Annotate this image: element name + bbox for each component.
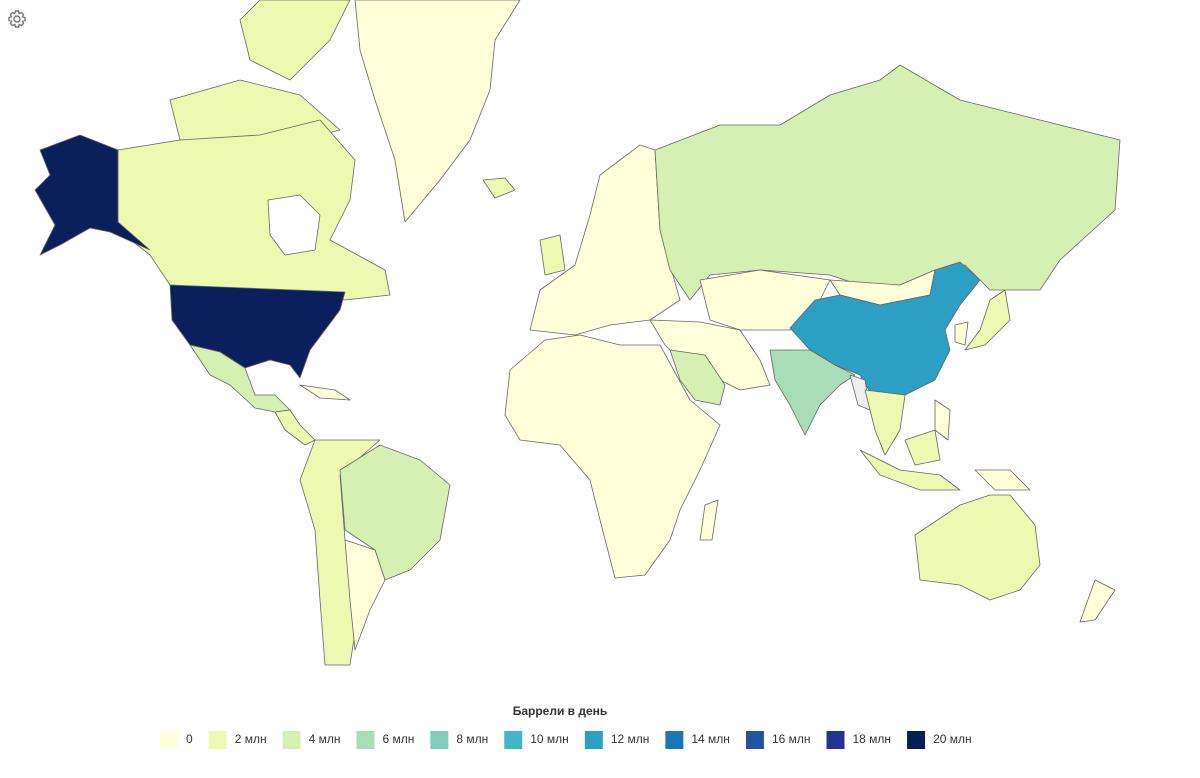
- africa: [504, 334, 721, 579]
- legend-label: 10 млн: [530, 732, 569, 746]
- india: [769, 349, 856, 436]
- brazil: [339, 444, 451, 581]
- borneo: [904, 429, 941, 466]
- saudi-arabia: [669, 349, 726, 406]
- australia: [914, 494, 1041, 601]
- legend-swatch: [584, 731, 603, 749]
- korea: [954, 321, 969, 346]
- indonesia: [859, 449, 961, 491]
- legend-label: 20 млн: [933, 732, 972, 746]
- legend-label: 0: [186, 732, 193, 746]
- alaska: [34, 134, 151, 256]
- legend-swatch: [826, 731, 845, 749]
- legend-label: 14 млн: [691, 732, 730, 746]
- legend-swatch: [282, 731, 301, 749]
- legend-label: 4 млн: [309, 732, 341, 746]
- central-america: [274, 409, 316, 446]
- new-guinea: [974, 469, 1031, 491]
- caribbean: [299, 384, 351, 401]
- legend-swatch: [208, 731, 227, 749]
- philippines: [934, 399, 951, 441]
- legend-title: Баррели в день: [513, 704, 608, 718]
- legend-label: 18 млн: [853, 732, 892, 746]
- legend: 0 2 млн 4 млн 6 млн 8 млн 10 млн 12 млн 14 млн 1…: [160, 731, 972, 749]
- russia: [654, 64, 1121, 301]
- argentina: [344, 539, 386, 651]
- new-zealand: [1079, 579, 1116, 623]
- hudson-bay: [267, 194, 321, 256]
- uk-norway: [539, 234, 566, 276]
- world-map: [34, 0, 1121, 666]
- legend-label: 6 млн: [382, 732, 414, 746]
- legend-label: 2 млн: [235, 732, 267, 746]
- legend-label: 8 млн: [456, 732, 488, 746]
- legend-swatch: [665, 731, 684, 749]
- legend-swatch: [907, 731, 926, 749]
- legend-swatch: [504, 731, 523, 749]
- madagascar: [699, 499, 719, 541]
- legend-swatch: [430, 731, 449, 749]
- usa: [169, 284, 346, 379]
- legend-swatch: [160, 731, 178, 749]
- china: [789, 261, 981, 396]
- se-asia: [864, 389, 906, 456]
- legend-label: 16 млн: [772, 732, 811, 746]
- legend-label: 12 млн: [611, 732, 650, 746]
- legend-swatch: [356, 731, 375, 749]
- settings-icon[interactable]: [8, 10, 26, 28]
- japan: [964, 289, 1011, 351]
- greenland: [354, 0, 521, 223]
- iceland: [482, 177, 516, 199]
- canada-islands: [239, 0, 351, 81]
- canada: [117, 119, 391, 301]
- legend-swatch: [745, 731, 764, 749]
